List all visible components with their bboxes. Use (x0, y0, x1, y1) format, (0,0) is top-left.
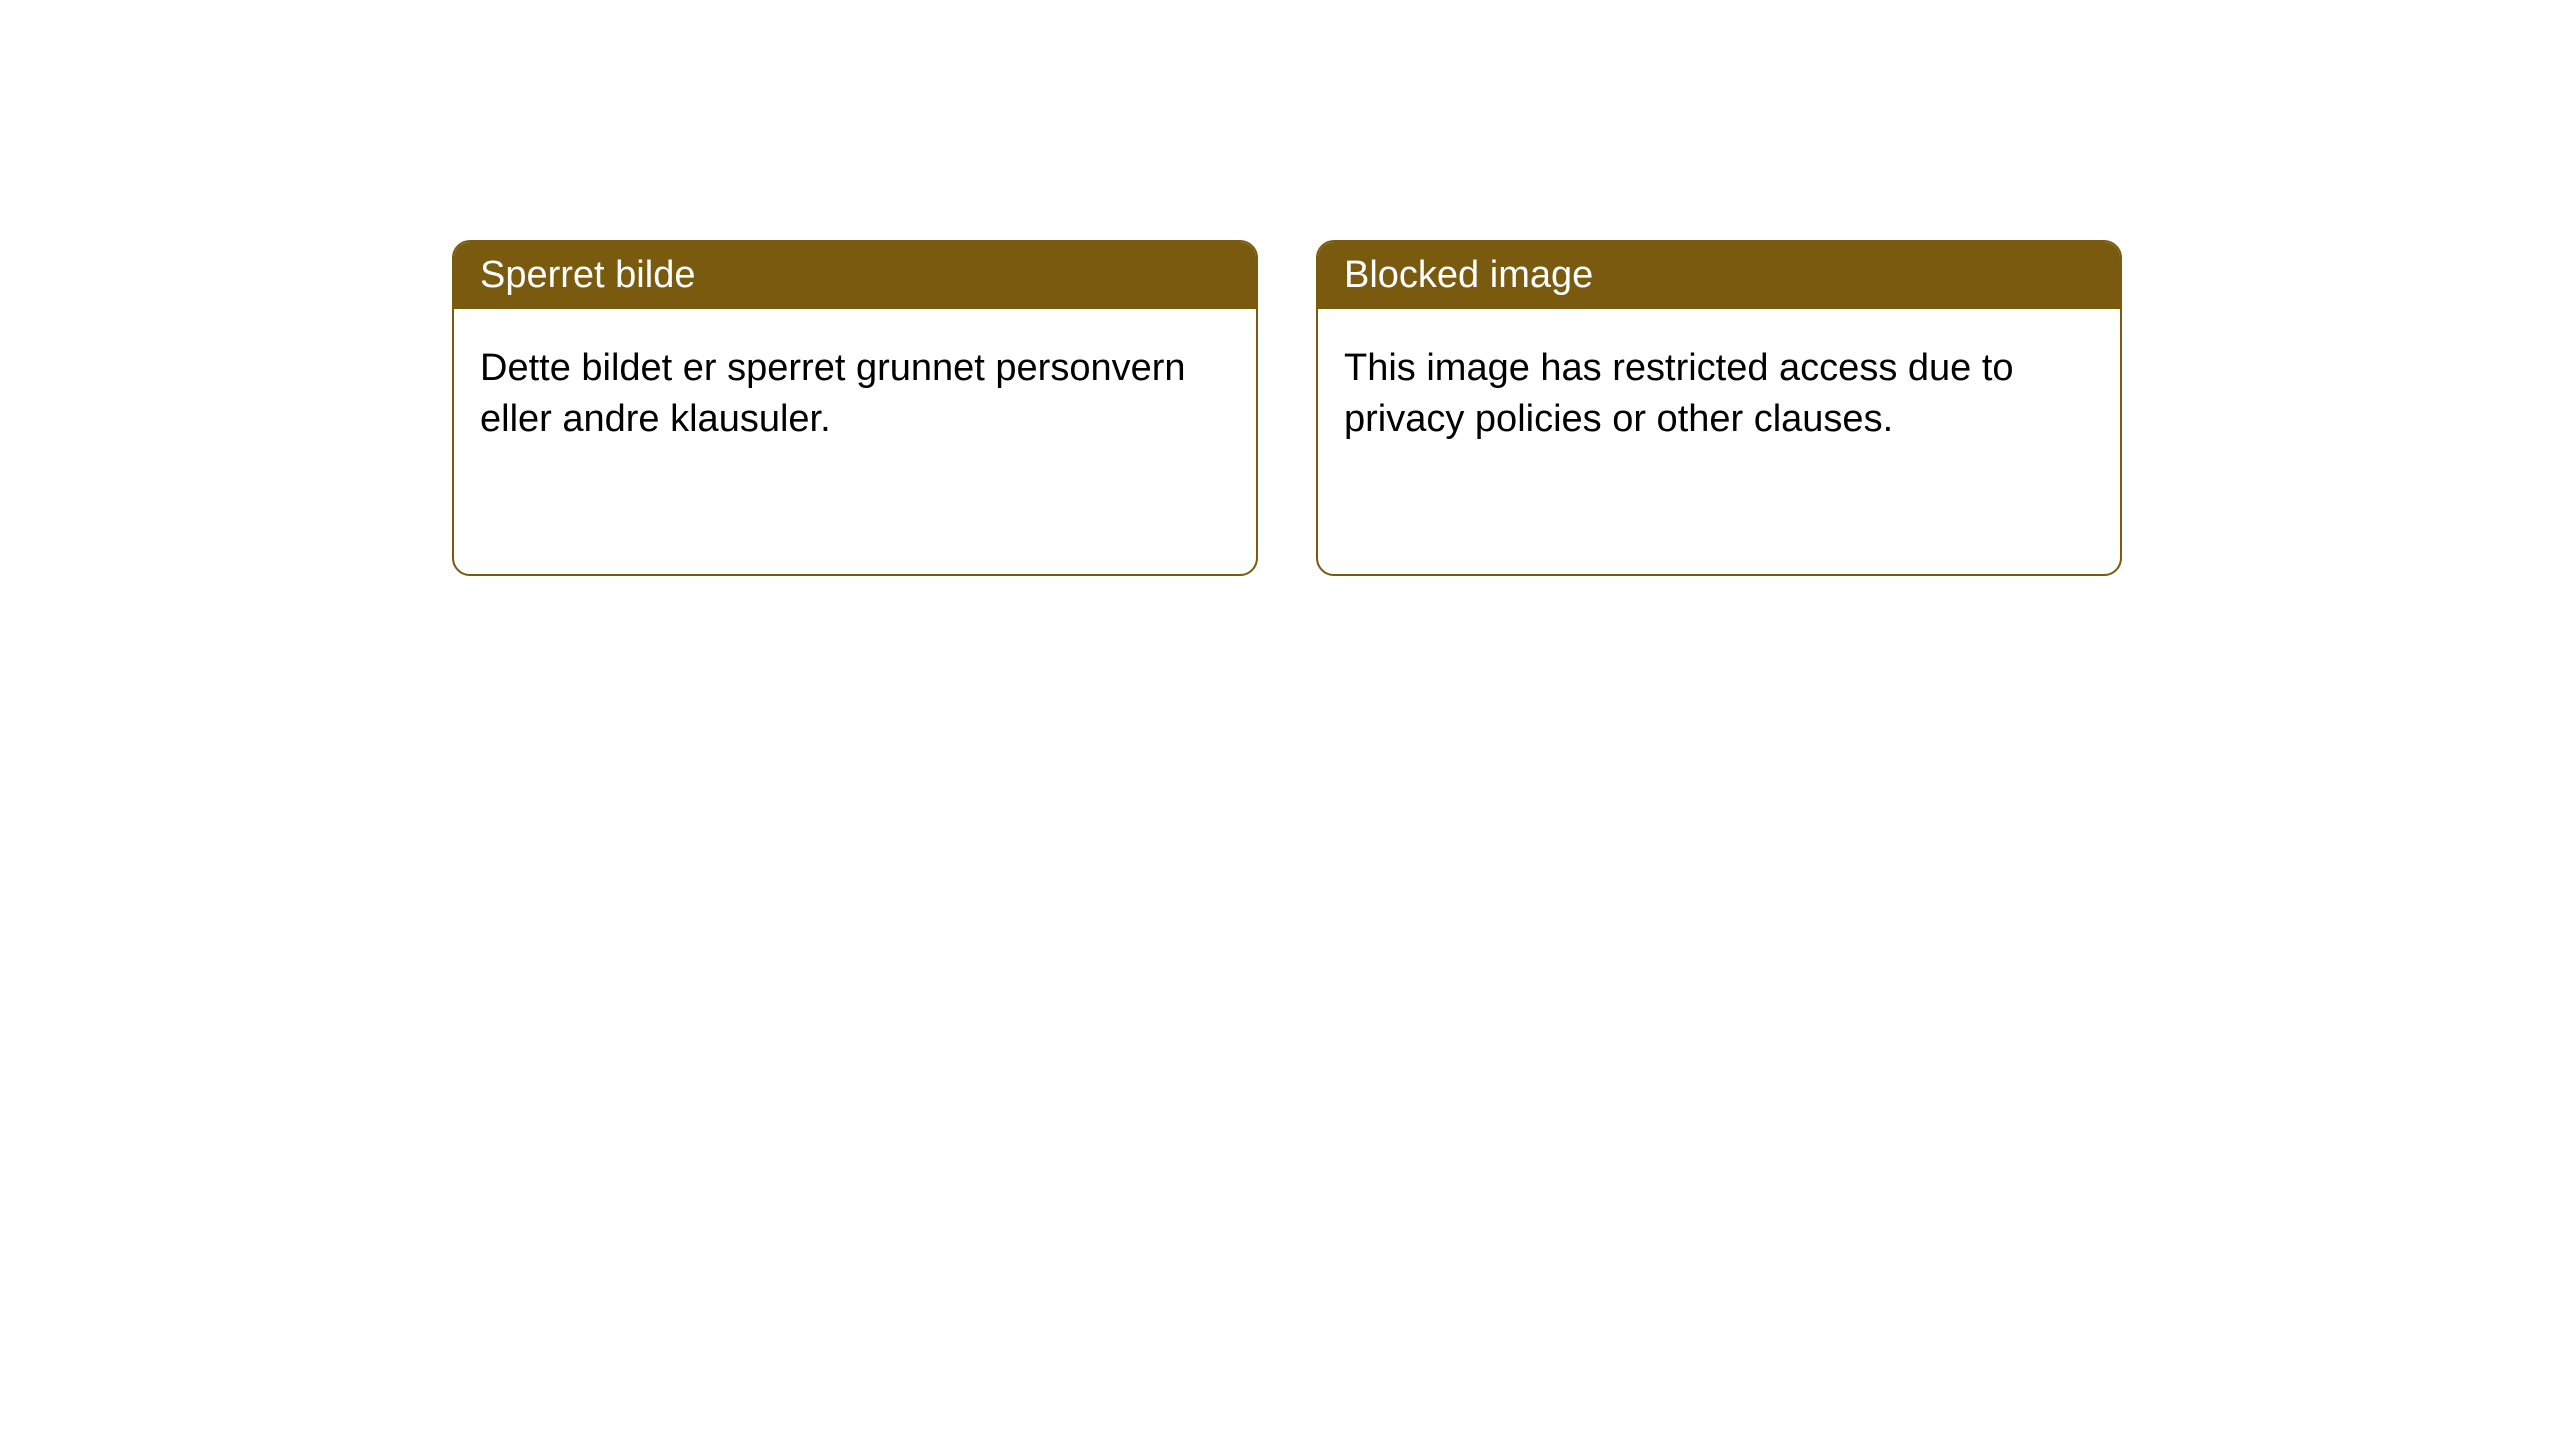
card-body: This image has restricted access due to … (1318, 309, 2120, 480)
card-header: Blocked image (1318, 242, 2120, 309)
card-title: Sperret bilde (480, 254, 695, 296)
notice-card-norwegian: Sperret bilde Dette bildet er sperret gr… (452, 240, 1258, 576)
card-body: Dette bildet er sperret grunnet personve… (454, 309, 1256, 480)
card-body-text: This image has restricted access due to … (1344, 347, 2014, 440)
card-header: Sperret bilde (454, 242, 1256, 309)
notice-cards-container: Sperret bilde Dette bildet er sperret gr… (0, 0, 2560, 576)
card-body-text: Dette bildet er sperret grunnet personve… (480, 347, 1186, 440)
card-title: Blocked image (1344, 254, 1593, 296)
notice-card-english: Blocked image This image has restricted … (1316, 240, 2122, 576)
